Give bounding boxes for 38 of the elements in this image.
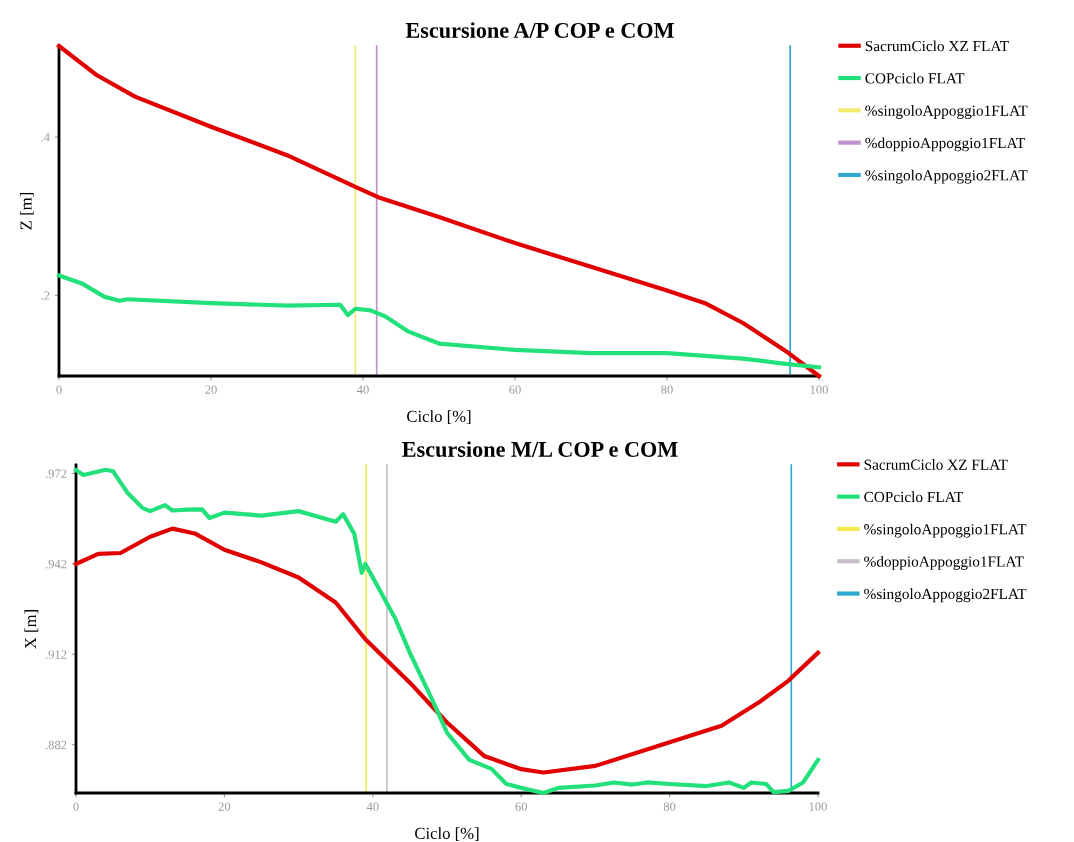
legend-label: %singoloAppoggio1FLAT	[865, 105, 1028, 119]
legend-label: COPciclo FLAT	[865, 72, 965, 84]
x-tick-label: 80	[661, 385, 673, 394]
x-tick-label: 80	[663, 802, 676, 811]
line-series	[73, 526, 821, 775]
x-tick-label: 0	[73, 802, 79, 811]
x-tick-label: 100	[810, 385, 828, 394]
y-tick-label: .942	[45, 559, 67, 569]
y-axis-title: X [m]	[24, 610, 39, 649]
x-tick-label: 40	[356, 385, 369, 394]
legend-label: %singoloAppoggio2FLAT	[865, 169, 1028, 184]
x-tick-label: 20	[218, 802, 231, 811]
x-tick-label: 60	[509, 385, 521, 394]
y-tick-label: .972	[45, 469, 67, 478]
chart-title: Escursione M/L COP e COM	[402, 441, 678, 457]
y-tick-label: .882	[45, 740, 67, 750]
y-tick-label: .2	[41, 291, 50, 300]
x-axis-title: Ciclo [%]	[407, 410, 471, 425]
x-tick-label: 20	[205, 385, 217, 394]
y-tick-label: .4	[41, 133, 50, 142]
legend-label: %singoloAppoggio1FLAT	[864, 523, 1027, 538]
line-series	[56, 273, 822, 370]
x-tick-label: 40	[366, 802, 379, 811]
x-axis-title: Ciclo [%]	[415, 827, 479, 842]
x-tick-label: 60	[515, 802, 527, 811]
legend-label: COPciclo FLAT	[864, 491, 964, 503]
line-series	[73, 467, 821, 796]
line-series	[56, 43, 822, 379]
chart-title: Escursione A/P COP e COM	[405, 22, 674, 38]
legend-label: %doppioAppoggio1FLAT	[865, 137, 1025, 152]
legend-label: %singoloAppoggio2FLAT	[864, 588, 1027, 603]
y-tick-label: .912	[45, 650, 67, 659]
legend-label: %doppioAppoggio1FLAT	[864, 555, 1024, 570]
legend-label: SacrumCiclo XZ FLAT	[864, 459, 1008, 470]
y-axis-title: Z [m]	[19, 193, 34, 230]
x-tick-label: 100	[809, 802, 827, 811]
legend-label: SacrumCiclo XZ FLAT	[865, 40, 1009, 52]
x-tick-label: 0	[56, 385, 62, 394]
